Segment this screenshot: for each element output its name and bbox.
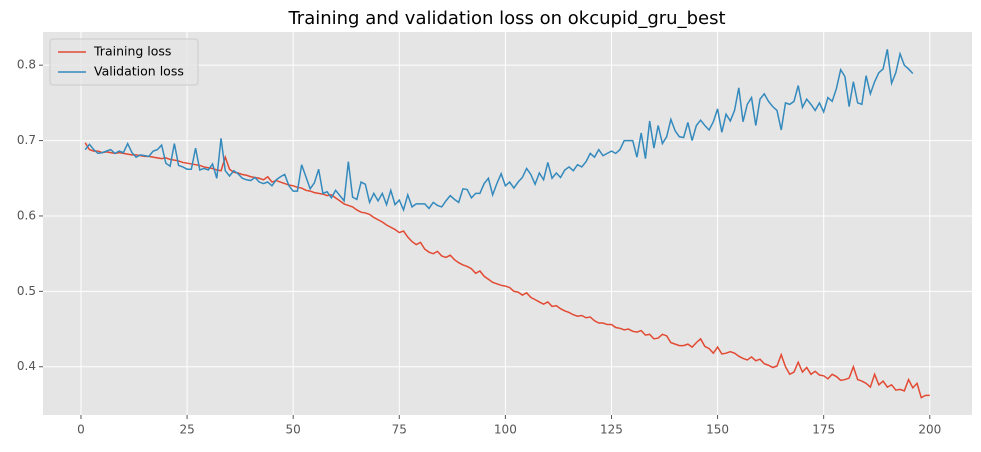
x-tick-label: 200 [918, 423, 941, 437]
legend-label: Validation loss [94, 64, 184, 79]
line-series [84, 49, 914, 213]
x-tick-label: 50 [286, 423, 301, 437]
x-tick-label: 125 [600, 423, 623, 437]
y-tick-label: 0.5 [17, 284, 36, 298]
y-tick-label: 0.8 [17, 58, 36, 72]
y-tick-label: 0.6 [17, 208, 36, 222]
line-series [84, 142, 930, 399]
y-tick-label: 0.4 [17, 359, 36, 373]
y-tick-label: 0.7 [17, 133, 36, 147]
x-tick-label: 0 [77, 423, 85, 437]
legend-box [49, 38, 199, 86]
x-tick-label: 100 [494, 423, 517, 437]
x-tick-label: 25 [179, 423, 194, 437]
x-tick-label: 75 [392, 423, 407, 437]
x-tick-label: 175 [812, 423, 835, 437]
chart-title: Training and validation loss on okcupid_… [287, 8, 725, 29]
x-tick-label: 150 [706, 423, 729, 437]
plot-area [43, 32, 972, 415]
legend-label: Training loss [93, 44, 171, 59]
